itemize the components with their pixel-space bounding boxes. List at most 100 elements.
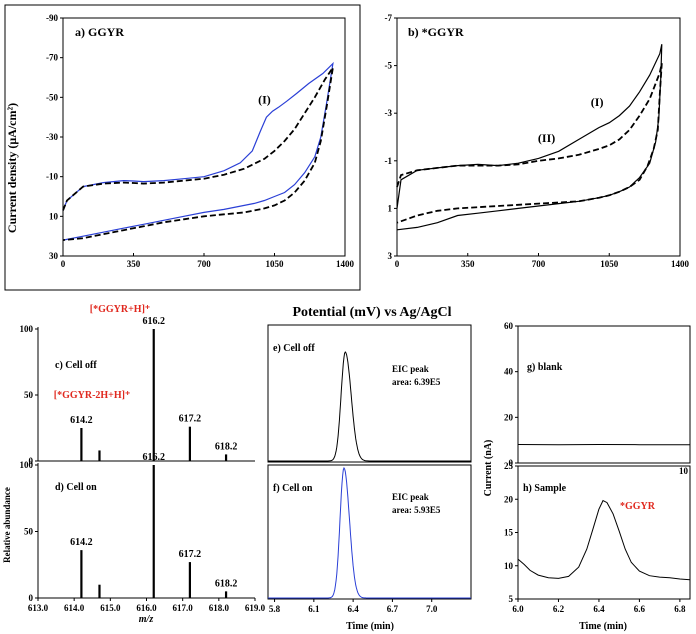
annotations-a: (I)	[258, 92, 271, 106]
panel-f: f) Cell on EIC peak area: 5.93E5 5.8 6.1 6…	[267, 464, 472, 632]
x-tick-label-a: 1050	[266, 259, 285, 269]
series-b	[396, 44, 663, 231]
panel-b-title: b) *GGYR	[408, 25, 464, 39]
x-axis-title-ms: m/z	[139, 614, 154, 625]
y-axis-title-amp: Current (nA)	[483, 440, 494, 497]
y-tick-label: 10	[504, 561, 514, 571]
axis-ticks-h: 5 10 15 20 25 6.0 6.2 6.4 6.6 6.8	[504, 461, 686, 614]
x-tick-label: 616.0	[136, 603, 157, 613]
panel-f-title: f) Cell on	[273, 483, 313, 494]
peak-label: 616.2	[142, 316, 165, 327]
y-tick-label-b: -5	[385, 61, 393, 71]
eic-trace-cell-off	[268, 351, 471, 462]
y-tick-label-b: 1	[388, 203, 393, 213]
axis-ticks-b: 0 350 700 1050 1400 -7 -5 -3 -1 1 3	[385, 13, 690, 269]
x-tick-label: 6.4	[348, 604, 360, 614]
peak-label: 614.2	[70, 537, 93, 548]
peak-label: 616.2	[142, 452, 165, 463]
axis-ticks-f: 5.8 6.1 6.4 6.7 7.0	[269, 599, 438, 614]
sample-trace	[517, 499, 691, 581]
y-axis-title-ms: Relative abundance	[2, 487, 12, 563]
peaks-d: 0 50 100 614.2 616.2 617.2 618.2 613.0 614.0 615.…	[20, 452, 266, 613]
x-tick-label-a: 0	[61, 259, 66, 269]
x-axis-title-cv: Potential (mV) vs Ag/AgCl	[292, 305, 451, 320]
y-tick-label: 50	[24, 390, 34, 400]
plot-area-g	[517, 325, 691, 464]
panel-e-eic-area: area: 6.39E5	[392, 377, 441, 387]
x-axis-title-amp: Time (min)	[579, 621, 627, 632]
y-tick-label: 50	[24, 527, 34, 537]
y-tick-label: 5	[509, 594, 514, 604]
y-tick-label: 20	[504, 494, 514, 504]
x-tick-label-a: 700	[197, 259, 211, 269]
cv-series-solid-b	[396, 44, 663, 231]
cv-series-blue-a	[62, 61, 334, 241]
y-tick-label-a: 10	[49, 211, 59, 221]
y-axis-title-cv: Current density (μA/cm²)	[5, 103, 19, 233]
plot-area-a	[62, 17, 346, 257]
plot-area-e	[267, 324, 472, 463]
panel-a-frame	[4, 4, 361, 291]
x-tick-label-a: 1400	[336, 259, 355, 269]
axis-ticks-a: 0 350 700 1050 1400 -90 -70 -50 -30 -10 10 30	[46, 13, 355, 269]
y-tick-label-b: -3	[385, 108, 393, 118]
y-tick-label: 20	[504, 412, 514, 422]
panel-g-edge-label: 10	[679, 466, 689, 476]
x-tick-label: 7.0	[426, 604, 438, 614]
x-tick-label: 6.6	[634, 604, 646, 614]
annotation-b: (I)	[591, 95, 604, 109]
y-tick-label-b: -1	[385, 156, 393, 166]
annotation-c-main-ion: [*GGYR+H]⁺	[90, 304, 150, 315]
x-tick-label-a: 350	[127, 259, 141, 269]
panel-h-title: h) Sample	[523, 483, 567, 494]
x-tick-label: 6.2	[553, 604, 565, 614]
panel-a: a) GGYR 0 350 700 1050 1400 -90 -70 -50 -30 -10 10…	[5, 13, 355, 269]
x-tick-label: 615.0	[100, 603, 121, 613]
plot-area-f	[267, 464, 472, 600]
x-tick-label-b: 0	[395, 259, 400, 269]
peak-label: 614.2	[70, 415, 93, 426]
y-tick-label-a: 30	[49, 251, 59, 261]
peak-label: 617.2	[179, 549, 202, 560]
series-a	[62, 61, 334, 241]
x-axis-title-eic: Time (min)	[346, 621, 394, 632]
cv-series-dashed-a	[62, 67, 334, 241]
y-tick-label-b: 3	[388, 251, 393, 261]
panel-d-title: d) Cell on	[55, 482, 97, 493]
y-tick-label: 0	[29, 456, 34, 466]
panel-g: g) blank 0 20 40 60 10	[504, 321, 691, 476]
x-tick-label: 6.0	[512, 604, 524, 614]
annotation-a: (I)	[258, 92, 271, 106]
y-tick-label-a: -70	[46, 53, 58, 63]
x-tick-label-b: 350	[461, 259, 475, 269]
panel-h: h) Sample *GGYR 5 10 15 20 25 6.0 6.2 6.4 6.6 6.8…	[483, 440, 691, 632]
panel-e-title: e) Cell off	[273, 343, 315, 354]
peaks-c: 0 50 100 614.2 616.2 617.2 618.2	[20, 316, 238, 466]
x-tick-label: 5.8	[269, 604, 281, 614]
y-tick-label-a: -10	[46, 172, 58, 182]
y-tick-label: 15	[504, 528, 514, 538]
y-tick-label: 100	[20, 324, 34, 334]
x-tick-label: 6.8	[674, 604, 686, 614]
x-tick-label: 617.0	[173, 603, 194, 613]
panel-a-title: a) GGYR	[75, 25, 124, 39]
y-tick-label: 0	[29, 593, 34, 603]
y-tick-label: 0	[509, 458, 514, 468]
eic-trace-cell-on	[268, 466, 471, 599]
panel-c-title: c) Cell off	[55, 360, 97, 371]
panel-g-title: g) blank	[527, 362, 563, 373]
y-tick-label: 100	[20, 460, 34, 470]
y-tick-label-a: -90	[46, 13, 58, 23]
x-tick-label: 614.0	[64, 603, 85, 613]
y-tick-label-b: -7	[385, 13, 393, 23]
x-tick-label-b: 700	[532, 259, 546, 269]
y-tick-label-a: -50	[46, 92, 58, 102]
y-tick-label: 40	[504, 367, 514, 377]
panel-b: b) *GGYR 0 350 700 1050 1400-7-5-3-113 (I)(I…	[385, 13, 690, 269]
peak-label: 617.2	[179, 414, 202, 425]
y-tick-label: 60	[504, 321, 514, 331]
panel-c: c) Cell off 0 50 100 614.2 616.2 617.2 618.2 […	[20, 304, 255, 466]
x-tick-label: 619.0	[245, 603, 266, 613]
y-tick-label: 25	[504, 461, 514, 471]
x-tick-label: 613.0	[28, 603, 49, 613]
